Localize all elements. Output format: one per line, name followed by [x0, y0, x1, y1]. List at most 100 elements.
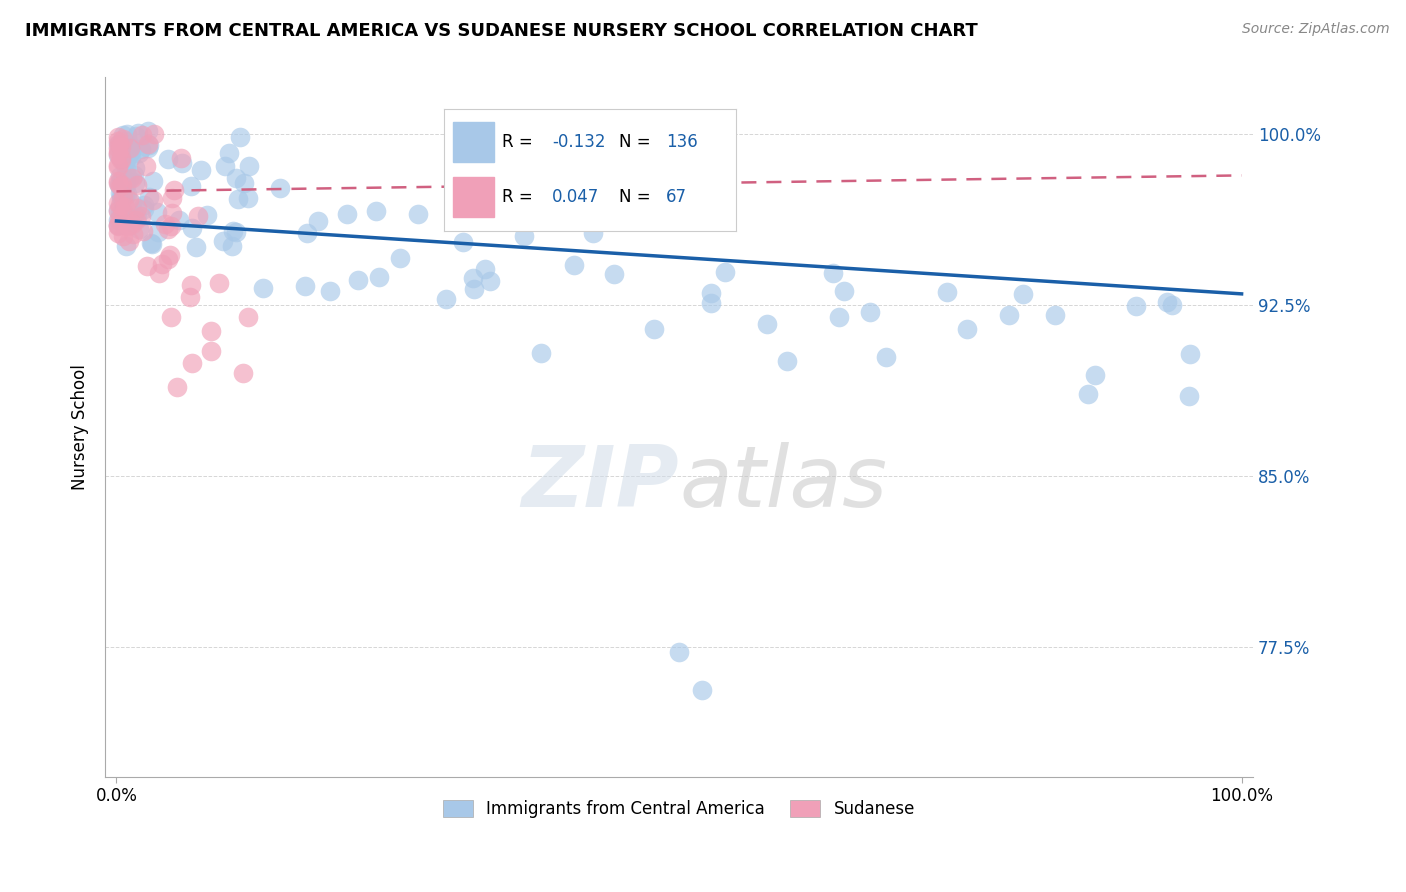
Point [225, 171, 247, 186]
Point [127, 126, 149, 140]
Point [238, 159, 260, 173]
Point [128, 221, 150, 235]
Point [699, 296, 721, 310]
Point [117, 135, 139, 149]
Point [295, 226, 318, 240]
Point [478, 274, 501, 288]
Point [114, 155, 136, 169]
Point [530, 346, 553, 360]
Point [139, 235, 162, 250]
Point [107, 147, 129, 161]
Point [115, 187, 138, 202]
Point [170, 156, 193, 170]
Point [160, 219, 183, 234]
Point [1125, 299, 1147, 313]
Point [1180, 347, 1202, 361]
Point [110, 140, 132, 154]
Text: ZIP: ZIP [522, 442, 679, 524]
Point [307, 214, 329, 228]
Point [114, 134, 136, 148]
Point [114, 189, 136, 203]
Point [582, 227, 605, 241]
Point [935, 285, 957, 300]
Point [181, 221, 204, 235]
Point [114, 161, 136, 176]
Point [114, 173, 136, 187]
Point [138, 138, 160, 153]
Point [368, 270, 391, 285]
Point [107, 219, 129, 233]
Point [1045, 308, 1067, 322]
Point [114, 174, 136, 188]
Point [434, 292, 457, 306]
Point [225, 225, 247, 239]
Point [562, 258, 585, 272]
Point [118, 141, 141, 155]
Point [107, 196, 129, 211]
Point [125, 128, 148, 143]
Point [120, 150, 142, 164]
Point [114, 142, 136, 156]
Point [124, 176, 146, 190]
Point [127, 178, 149, 192]
Point [832, 284, 855, 298]
Point [115, 153, 138, 168]
Point [1011, 287, 1033, 301]
Point [998, 309, 1021, 323]
Point [159, 248, 181, 262]
Point [756, 317, 779, 331]
Point [451, 235, 474, 249]
Point [700, 286, 723, 301]
Point [107, 219, 129, 234]
Point [364, 204, 387, 219]
Point [1077, 386, 1099, 401]
Point [110, 192, 132, 206]
Point [229, 129, 252, 144]
Point [181, 356, 204, 370]
Point [125, 210, 148, 224]
Point [129, 142, 152, 156]
Point [121, 171, 143, 186]
Point [603, 267, 626, 281]
Point [107, 160, 129, 174]
Point [156, 152, 179, 166]
Point [129, 209, 152, 223]
Point [108, 198, 131, 212]
Point [115, 238, 138, 252]
Point [232, 366, 254, 380]
Point [142, 174, 165, 188]
Point [120, 145, 142, 159]
Point [142, 128, 165, 142]
Point [115, 127, 138, 141]
Point [150, 257, 173, 271]
Point [775, 354, 797, 368]
Point [218, 145, 240, 160]
Point [108, 186, 131, 200]
Point [108, 169, 131, 183]
Point [156, 222, 179, 236]
Point [463, 282, 485, 296]
Point [118, 234, 141, 248]
Point [107, 218, 129, 232]
Point [180, 179, 202, 194]
Point [111, 229, 134, 244]
Point [212, 234, 235, 248]
Point [118, 145, 141, 160]
Point [125, 201, 148, 215]
Point [107, 137, 129, 152]
Point [238, 191, 260, 205]
Point [115, 178, 138, 193]
Point [195, 208, 218, 222]
Point [121, 217, 143, 231]
Point [108, 206, 131, 220]
Point [252, 281, 274, 295]
Point [221, 239, 243, 253]
Point [859, 305, 882, 319]
Point [389, 251, 412, 265]
Point [107, 212, 129, 227]
Point [108, 178, 131, 192]
Text: IMMIGRANTS FROM CENTRAL AMERICA VS SUDANESE NURSERY SCHOOL CORRELATION CHART: IMMIGRANTS FROM CENTRAL AMERICA VS SUDAN… [25, 22, 979, 40]
Point [111, 144, 134, 158]
Point [135, 159, 157, 173]
Y-axis label: Nursery School: Nursery School [72, 364, 89, 490]
